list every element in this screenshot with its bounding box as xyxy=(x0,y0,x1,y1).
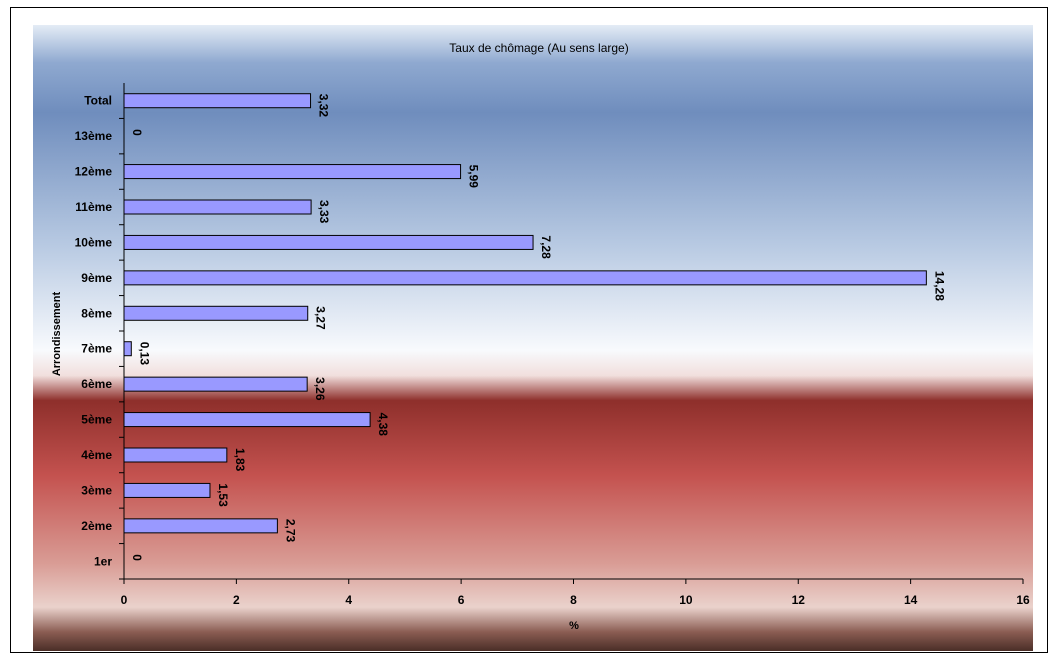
category-label-total: Total xyxy=(84,94,112,108)
data-label-6-me: 3,26 xyxy=(313,377,327,401)
data-label-total: 3,32 xyxy=(317,94,331,118)
x-tick-label-6: 12 xyxy=(792,593,806,607)
category-label-6-me: 6ème xyxy=(81,377,112,391)
category-label-8-me: 8ème xyxy=(81,306,112,320)
bar-chart: Taux de chômage (Au sens large) Arrondis… xyxy=(33,25,1033,651)
bar-2-me xyxy=(123,518,278,534)
data-label-4-me: 1,83 xyxy=(233,448,247,472)
bar-3-me xyxy=(123,482,211,498)
category-label-13-me: 13ème xyxy=(75,129,113,143)
plot-background xyxy=(33,25,1033,651)
x-tick-label-2: 4 xyxy=(345,593,352,607)
chart-frame: Taux de chômage (Au sens large) Arrondis… xyxy=(10,7,1048,653)
bar-7-me xyxy=(123,341,132,357)
category-label-7-me: 7ème xyxy=(81,342,112,356)
data-label-11-me: 3,33 xyxy=(317,200,331,224)
bar-total xyxy=(123,93,312,109)
category-label-4-me: 4ème xyxy=(81,448,112,462)
y-axis-title: Arrondissement xyxy=(51,291,63,376)
x-tick-label-0: 0 xyxy=(121,593,128,607)
bar-6-me xyxy=(123,376,308,392)
category-label-11-me: 11ème xyxy=(75,200,112,214)
x-tick-label-4: 8 xyxy=(570,593,577,607)
category-label-10-me: 10ème xyxy=(75,235,113,249)
bar-4-me xyxy=(123,447,228,463)
category-label-2-me: 2ème xyxy=(81,519,112,533)
category-label-5-me: 5ème xyxy=(81,413,112,427)
bar-10-me xyxy=(123,234,534,250)
data-label-12-me: 5,99 xyxy=(467,165,481,189)
data-label-3-me: 1,53 xyxy=(216,483,230,507)
x-axis-title: % xyxy=(569,620,579,632)
x-tick-label-1: 2 xyxy=(233,593,240,607)
x-tick-label-7: 14 xyxy=(904,593,918,607)
bar-12-me xyxy=(123,164,462,180)
category-label-12-me: 12ème xyxy=(75,165,113,179)
data-label-10-me: 7,28 xyxy=(539,235,553,259)
x-tick-label-5: 10 xyxy=(679,593,693,607)
category-label-3-me: 3ème xyxy=(81,483,112,497)
bar-9-me xyxy=(123,270,927,286)
category-label-1er: 1er xyxy=(94,554,112,568)
chart-title: Taux de chômage (Au sens large) xyxy=(449,41,628,55)
bar-5-me xyxy=(123,412,371,428)
data-label-9-me: 14,28 xyxy=(932,271,946,301)
data-label-13-me: 0 xyxy=(130,129,144,136)
bar-8-me xyxy=(123,305,309,321)
data-label-5-me: 4,38 xyxy=(376,413,390,437)
bar-11-me xyxy=(123,199,312,215)
data-label-8-me: 3,27 xyxy=(314,306,328,330)
x-tick-label-8: 16 xyxy=(1016,593,1030,607)
data-label-1er: 0 xyxy=(130,554,144,561)
x-tick-label-3: 6 xyxy=(458,593,465,607)
category-label-9-me: 9ème xyxy=(81,271,112,285)
data-label-7-me: 0,13 xyxy=(137,342,151,366)
data-label-2-me: 2,73 xyxy=(283,519,297,543)
